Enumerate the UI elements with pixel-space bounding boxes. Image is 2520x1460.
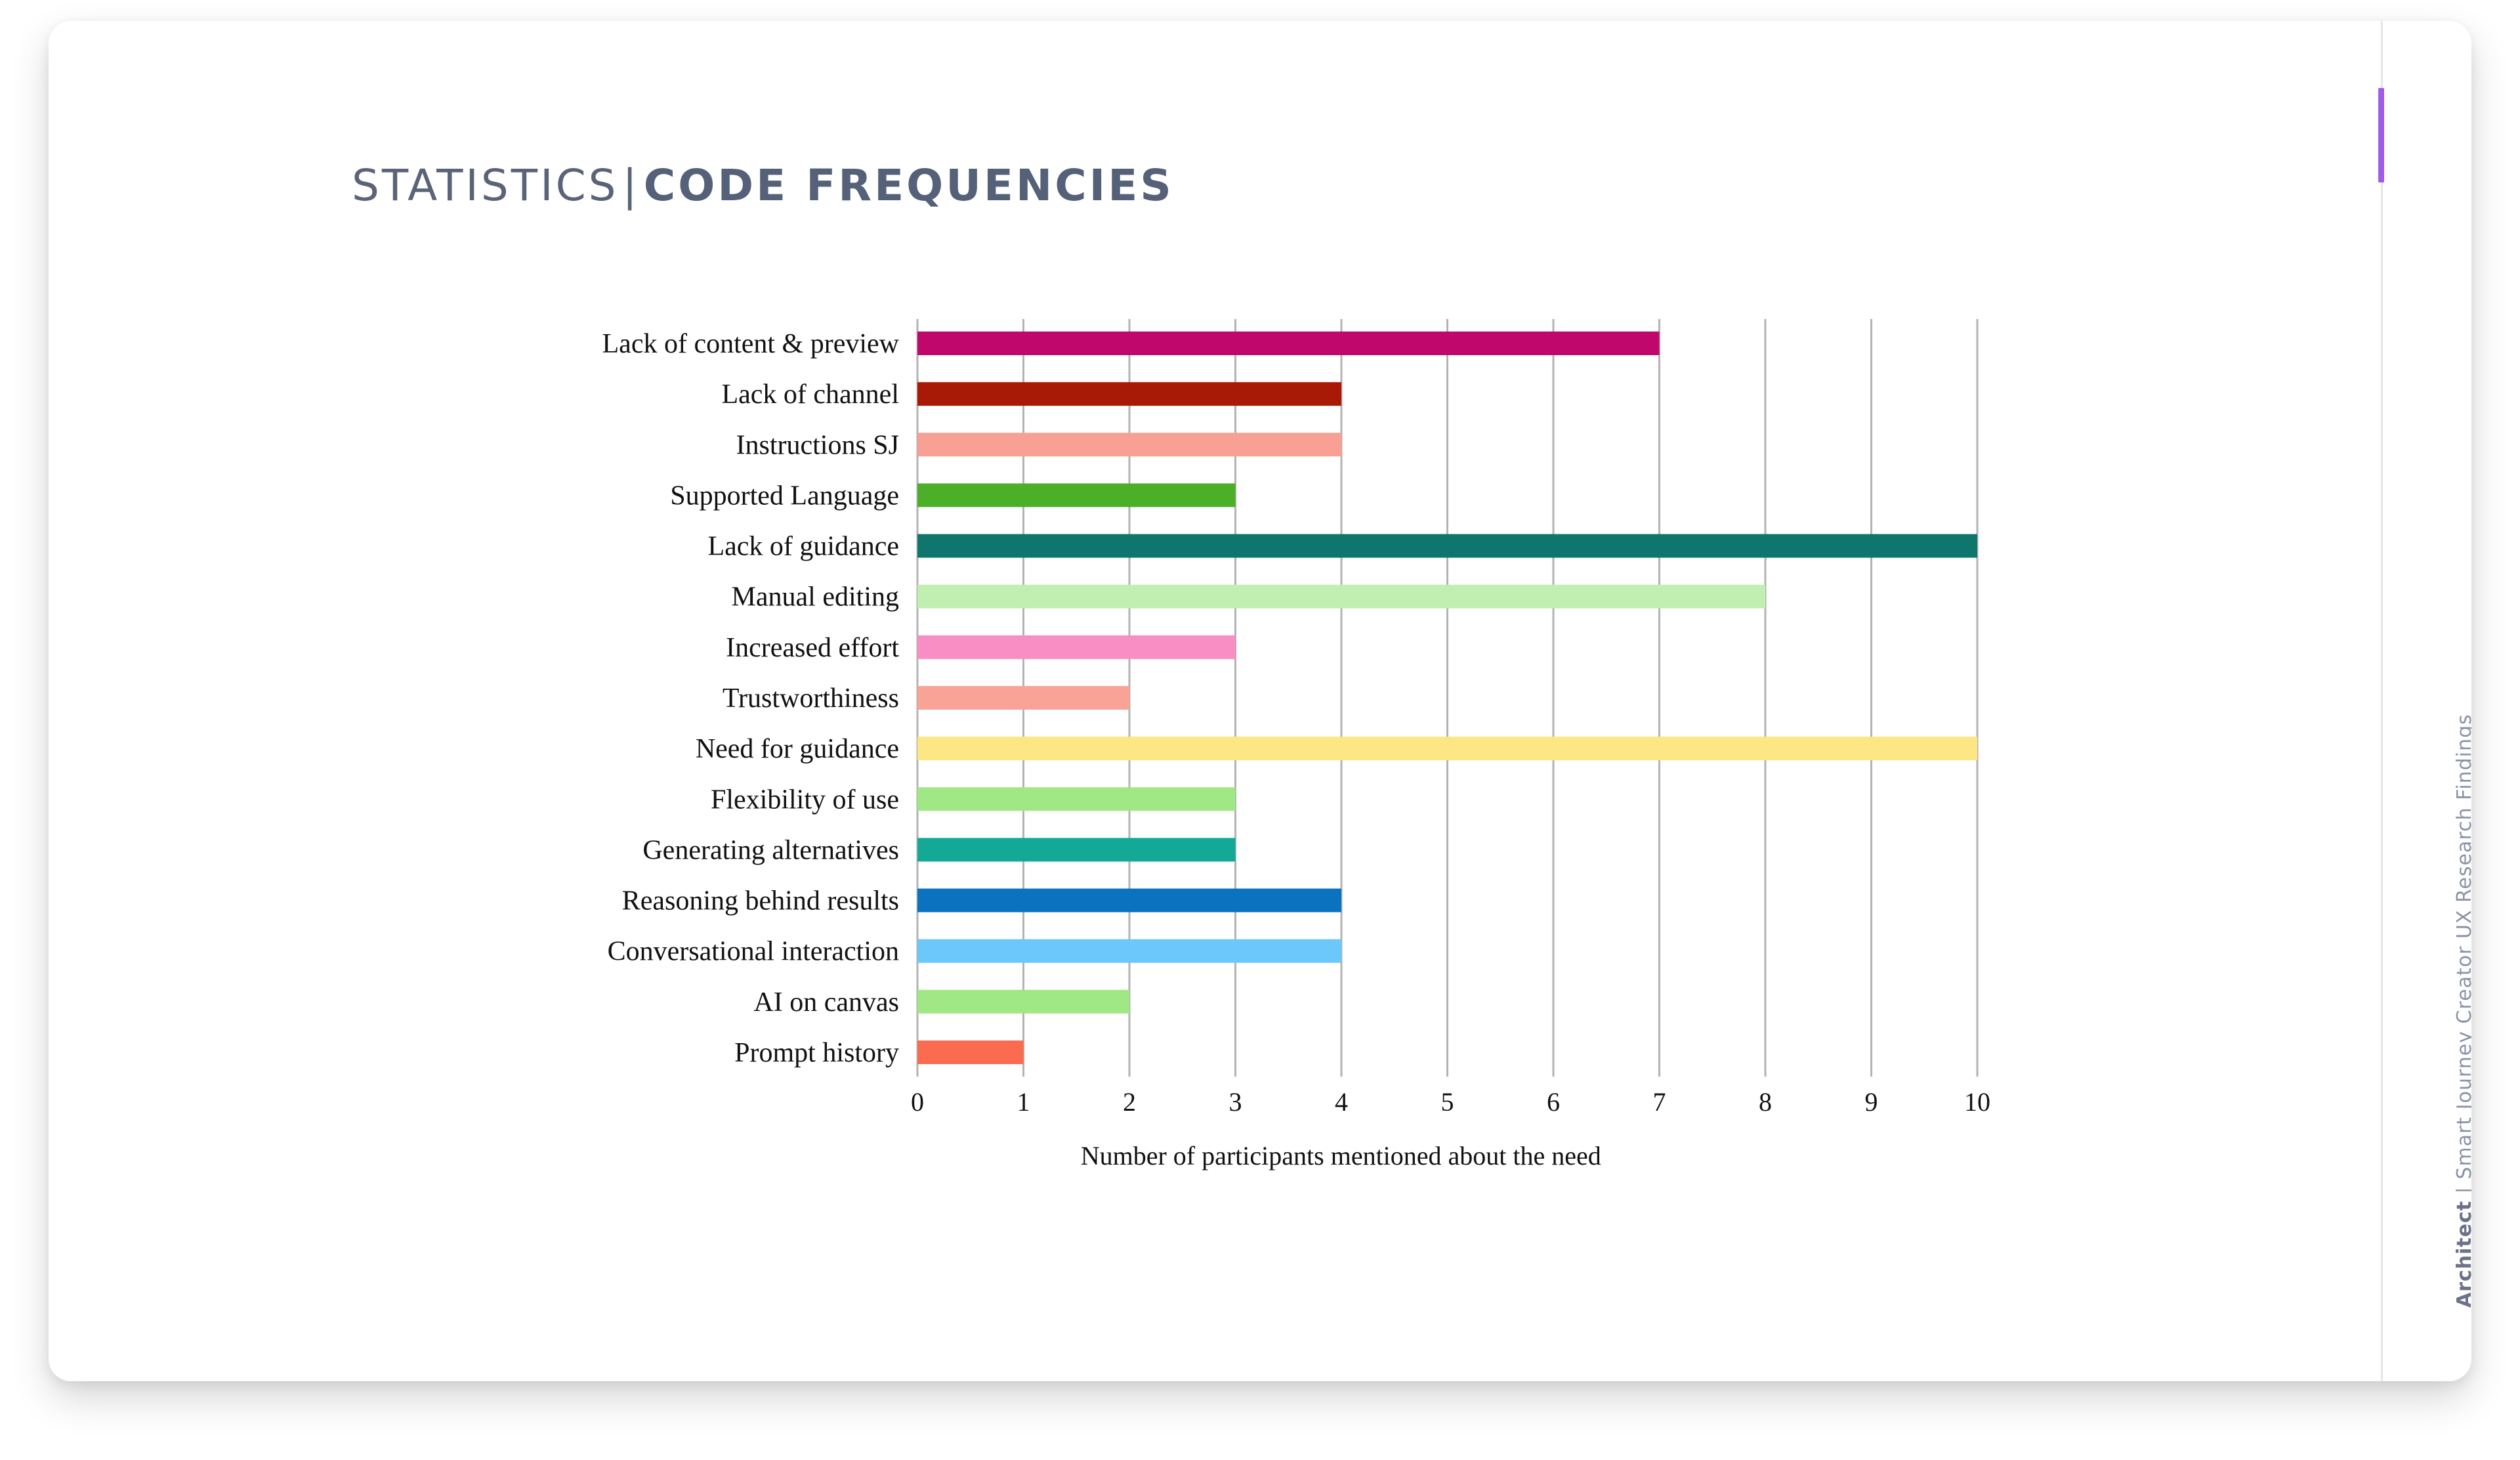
bar-15: [917, 1040, 1024, 1064]
x-tick-label-6: 6: [1547, 1087, 1560, 1117]
right-rail-divider: [2381, 21, 2383, 1381]
bar-8: [917, 685, 1129, 710]
category-label-3: Instructions SJ: [736, 430, 899, 460]
category-label-11: Generating alternatives: [642, 835, 899, 865]
category-label-5: Lack of guidance: [707, 532, 899, 562]
category-label-2: Lack of channel: [721, 379, 899, 410]
x-tick-label-0: 0: [911, 1087, 924, 1117]
bar-12: [917, 888, 1341, 912]
x-axis-label: Number of participants mentioned about t…: [1081, 1141, 1601, 1170]
category-label-8: Trustworthiness: [723, 683, 899, 714]
x-tick-label-10: 10: [1964, 1087, 1990, 1117]
bar-3: [917, 433, 1341, 457]
bar-10: [917, 787, 1236, 811]
category-label-15: Prompt history: [734, 1038, 899, 1068]
bar-6: [917, 584, 1765, 609]
x-tick-label-2: 2: [1123, 1087, 1136, 1117]
category-label-4: Supported Language: [670, 481, 899, 511]
bar-11: [917, 838, 1236, 862]
bar-13: [917, 939, 1341, 963]
category-label-12: Reasoning behind results: [622, 886, 899, 916]
accent-bar: [2378, 88, 2384, 182]
x-tick-label-3: 3: [1229, 1087, 1242, 1117]
x-tick-label-8: 8: [1759, 1087, 1772, 1117]
bar-9: [917, 737, 1977, 761]
bar-5: [917, 534, 1977, 558]
category-label-1: Lack of content & preview: [602, 329, 900, 359]
category-label-10: Flexibility of use: [711, 784, 899, 815]
category-label-9: Need for guidance: [696, 734, 899, 764]
category-label-6: Manual editing: [732, 582, 899, 612]
title-code-frequencies: CODE FREQUENCIES: [643, 160, 1174, 211]
bar-4: [917, 483, 1236, 507]
x-tick-label-9: 9: [1865, 1087, 1878, 1117]
bar-2: [917, 382, 1341, 406]
title-statistics: STATISTICS: [352, 160, 619, 211]
bar-14: [917, 989, 1129, 1014]
x-tick-label-5: 5: [1441, 1087, 1454, 1117]
bar-7: [917, 635, 1236, 659]
title-separator: |: [622, 160, 640, 211]
category-label-7: Increased effort: [726, 633, 899, 663]
x-tick-label-4: 4: [1335, 1087, 1348, 1117]
bar-1: [917, 332, 1660, 355]
x-tick-label-1: 1: [1017, 1087, 1030, 1117]
category-label-13: Conversational interaction: [608, 937, 899, 967]
x-tick-label-7: 7: [1653, 1087, 1666, 1117]
slide: STATISTICS|CODE FREQUENCIES Architect | …: [49, 21, 2471, 1381]
category-label-14: AI on canvas: [753, 987, 899, 1018]
page-title: STATISTICS|CODE FREQUENCIES: [352, 164, 1174, 207]
